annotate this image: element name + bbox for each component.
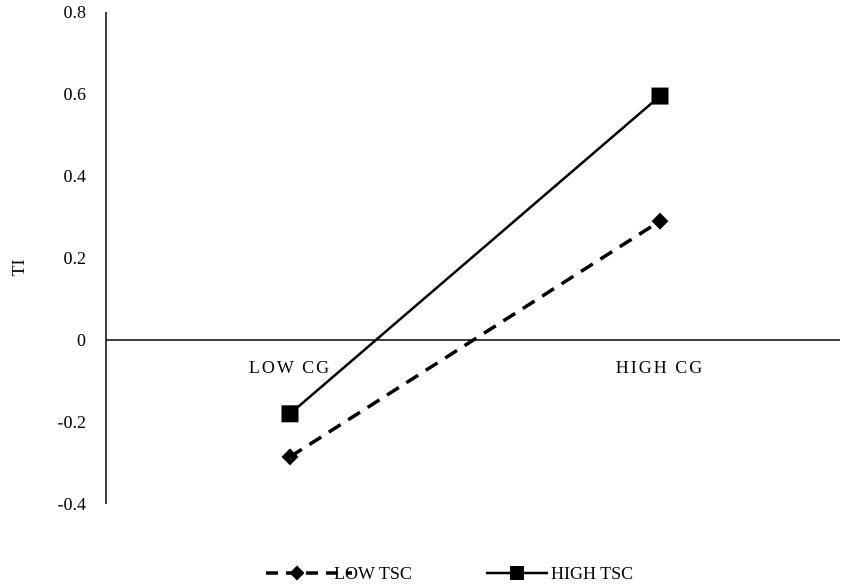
- y-tick-label: -0.2: [58, 412, 87, 432]
- y-tick-labels: 0.8 0.6 0.4 0.2 0 -0.2 -0.4: [58, 2, 87, 514]
- square-marker: [281, 405, 299, 423]
- category-label: LOW CG: [249, 357, 331, 377]
- y-axis-label: TI: [8, 260, 28, 277]
- y-tick-label: 0.6: [64, 84, 87, 104]
- diamond-marker: [651, 212, 669, 230]
- y-tick-label: 0.4: [64, 166, 87, 186]
- legend-label: LOW TSC: [334, 563, 412, 583]
- series-high-tsc: [281, 87, 669, 423]
- category-label: HIGH CG: [616, 357, 705, 377]
- series-low-tsc: [281, 212, 669, 466]
- legend-item: LOW TSC: [266, 563, 412, 583]
- legend-label: HIGH TSC: [551, 563, 633, 583]
- series-line: [289, 219, 661, 459]
- y-tick-label: -0.4: [58, 494, 87, 514]
- series-line: [289, 95, 661, 415]
- legend-item: HIGH TSC: [486, 563, 633, 583]
- y-tick-label: 0.8: [64, 2, 87, 22]
- square-marker: [651, 87, 669, 105]
- diamond-marker: [281, 448, 299, 466]
- legend: LOW TSC HIGH TSC: [266, 563, 633, 583]
- y-tick-label: 0: [77, 330, 86, 350]
- series-layer: [281, 87, 669, 466]
- category-labels: LOW CG HIGH CG: [249, 357, 705, 377]
- legend-square-marker: [510, 566, 524, 580]
- y-tick-label: 0.2: [64, 248, 87, 268]
- legend-diamond-marker: [289, 565, 305, 581]
